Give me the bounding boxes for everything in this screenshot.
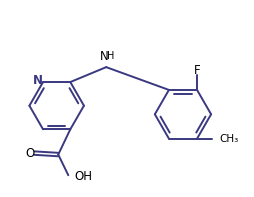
Text: CH₃: CH₃: [219, 134, 239, 144]
Text: N: N: [100, 50, 108, 63]
Text: H: H: [107, 51, 114, 61]
Text: F: F: [194, 64, 200, 77]
Text: N: N: [33, 74, 43, 87]
Text: OH: OH: [75, 170, 93, 183]
Text: O: O: [25, 147, 35, 160]
